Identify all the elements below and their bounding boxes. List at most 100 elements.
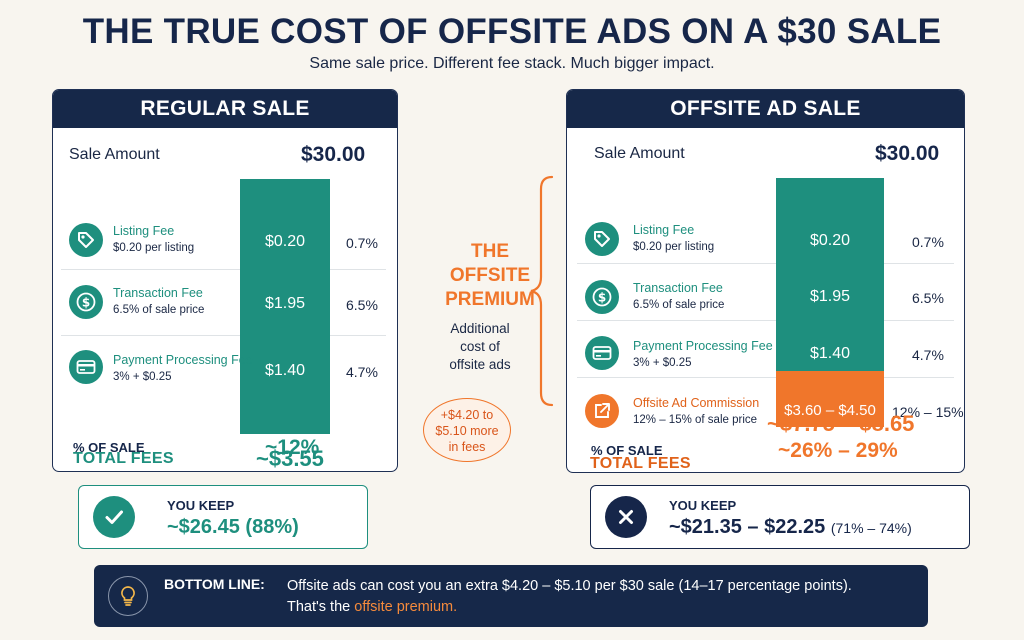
fee-percent: 0.7% [346, 235, 378, 251]
premium-title-line: OFFSITE [449, 265, 531, 286]
premium-title-line: PREMIUM [445, 289, 535, 310]
total-fees-value: ~$3.55 [256, 446, 324, 471]
fee-description: $0.20 per listing [113, 242, 195, 254]
premium-amount-bubble: +$4.20 to $5.10 more in fees [423, 398, 511, 462]
bottom-line-bar: BOTTOM LINE: Offsite ads can cost you an… [94, 565, 928, 627]
regular-sale-card: REGULAR SALE Sale Amount $30.00 Listing … [52, 89, 398, 472]
premium-bubble-line: in fees [448, 440, 486, 454]
fee-description: 6.5% of sale price [113, 304, 205, 316]
sale-amount-label: Sale Amount [594, 145, 685, 162]
offsite-ad-sale-body: Sale Amount $30.00 Listing Fee $0.20 per… [567, 128, 964, 472]
premium-title-line: THE [471, 241, 509, 262]
total-fees-label: TOTAL FEES [590, 455, 691, 472]
percent-of-sale-label: % OF SALE [591, 443, 663, 458]
offsite-ad-sale-card: OFFSITE AD SALE Sale Amount $30.00 Listi… [566, 89, 965, 473]
row-divider [884, 320, 954, 321]
fee-amount: $0.20 [264, 233, 306, 250]
premium-bubble-line: $5.10 more [435, 424, 499, 438]
bottom-line-lead: That's the [287, 599, 355, 615]
page-subtitle: Same sale price. Different fee stack. Mu… [309, 55, 715, 72]
row-divider [577, 377, 776, 378]
offsite-ad-sale-header: OFFSITE AD SALE [567, 90, 964, 128]
fee-amount: $3.60 – $4.50 [784, 402, 876, 419]
fee-percent: 4.7% [912, 347, 944, 363]
fee-amount: $1.40 [809, 345, 851, 362]
dollar-icon: $ [585, 280, 619, 314]
bottom-line-accent: offsite premium. [354, 599, 458, 615]
fee-amount: $0.20 [809, 232, 851, 249]
regular-sale-body: Sale Amount $30.00 Listing Fee $0.20 per… [53, 128, 397, 471]
fee-amount: $1.95 [264, 295, 306, 312]
regular-you-keep-box: YOU KEEP ~$26.45 (88%) [78, 485, 368, 549]
fee-name: Listing Fee [113, 224, 175, 238]
premium-subtitle: Additional cost of offsite ads [430, 320, 530, 374]
row-divider [884, 263, 954, 264]
you-keep-label: YOU KEEP [669, 498, 737, 513]
you-keep-value: ~$21.35 – $22.25 (71% – 74%) [669, 516, 912, 539]
fee-name: Transaction Fee [633, 281, 723, 295]
svg-text:$: $ [82, 296, 90, 310]
row-divider [577, 320, 776, 321]
you-keep-percent: (71% – 74%) [830, 520, 912, 536]
percent-of-sale-label: % OF SALE [73, 440, 145, 455]
you-keep-value: ~$26.45 (88%) [167, 516, 299, 538]
external-link-icon [585, 394, 619, 428]
fee-name: Payment Processing Fee [633, 339, 773, 353]
percent-of-sale-value: ~12% [265, 436, 320, 459]
row-divider [577, 263, 776, 264]
fee-percent: 0.7% [912, 234, 944, 250]
credit-card-icon [585, 336, 619, 370]
offsite-commission-cell [776, 371, 884, 427]
lightbulb-icon [108, 576, 148, 616]
total-fees-label: TOTAL FEES [73, 450, 174, 467]
fee-name: Payment Processing Fee [113, 353, 253, 367]
row-divider [61, 269, 240, 270]
premium-subtitle-line: offsite ads [449, 357, 511, 372]
premium-bracket [530, 175, 554, 407]
row-divider [61, 335, 240, 336]
close-icon [605, 496, 647, 538]
premium-bubble-line: +$4.20 to [440, 408, 494, 422]
fee-description: 3% + $0.25 [113, 371, 172, 383]
svg-text:$: $ [598, 291, 606, 305]
fee-name: Listing Fee [633, 223, 695, 237]
fee-name: Transaction Fee [113, 286, 203, 300]
bottom-line-label: BOTTOM LINE: [164, 576, 265, 592]
tag-icon [585, 222, 619, 256]
fee-percent: 6.5% [346, 297, 378, 313]
percent-of-sale-value: ~26% – 29% [778, 439, 898, 462]
you-keep-label: YOU KEEP [167, 498, 235, 513]
fee-amount: $1.40 [264, 362, 306, 379]
bottom-line-sentence: Offsite ads can cost you an extra $4.20 … [287, 578, 852, 594]
fee-percent: 4.7% [346, 364, 378, 380]
premium-subtitle-line: Additional [450, 321, 510, 336]
fee-description: $0.20 per listing [633, 241, 715, 253]
fee-name: Offsite Ad Commission [633, 396, 760, 410]
fee-amount-column [776, 178, 884, 371]
tag-icon [69, 223, 103, 257]
sale-amount-label: Sale Amount [69, 146, 160, 163]
row-divider [330, 269, 386, 270]
bottom-line-sentence-2: That's the offsite premium. [287, 597, 917, 618]
dollar-icon: $ [69, 285, 103, 319]
checkmark-icon [93, 496, 135, 538]
row-divider [884, 377, 954, 378]
fee-amount-column [240, 179, 330, 434]
you-keep-amount: ~$21.35 – $22.25 [669, 516, 826, 538]
bottom-line-text: Offsite ads can cost you an extra $4.20 … [287, 576, 917, 618]
fee-amount: $1.95 [809, 288, 851, 305]
fee-description: 12% – 15% of sale price [633, 414, 758, 426]
credit-card-icon [69, 350, 103, 384]
fee-percent: 12% – 15% [892, 404, 964, 420]
regular-sale-header: REGULAR SALE [53, 90, 397, 128]
fee-description: 3% + $0.25 [633, 357, 692, 369]
fee-percent: 6.5% [912, 290, 944, 306]
page-title: THE TRUE COST OF OFFSITE ADS ON A $30 SA… [82, 12, 942, 51]
sale-amount-value: $30.00 [301, 143, 366, 166]
premium-title: THE OFFSITE PREMIUM [430, 240, 550, 312]
row-divider [330, 335, 386, 336]
premium-subtitle-line: cost of [460, 339, 500, 354]
total-fees-value: ~$7.75 – $8.65 [767, 411, 915, 436]
sale-amount-value: $30.00 [875, 142, 940, 165]
offsite-you-keep-box: YOU KEEP ~$21.35 – $22.25 (71% – 74%) [590, 485, 970, 549]
